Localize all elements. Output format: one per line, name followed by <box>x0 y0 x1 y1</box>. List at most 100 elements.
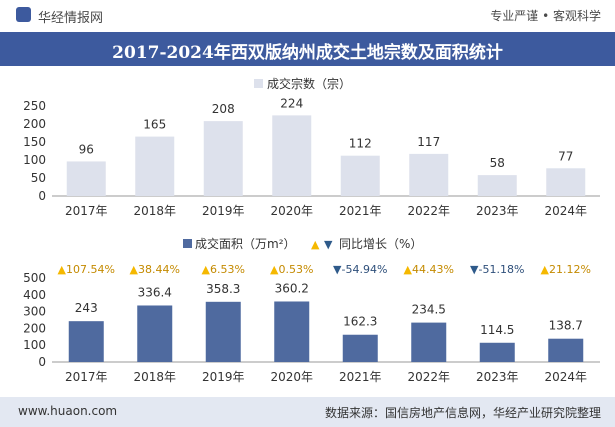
legend-up-marker: ▲ <box>311 238 320 251</box>
bar <box>479 342 515 362</box>
x-tick-label: 2017年 <box>65 370 108 384</box>
data-label: 358.3 <box>206 282 240 296</box>
growth-value: 38.44% <box>138 263 180 276</box>
growth-value: 107.54% <box>66 263 115 276</box>
bar <box>409 153 449 196</box>
growth-value: 0.53% <box>279 263 314 276</box>
data-label: 58 <box>490 156 505 170</box>
x-tick-label: 2023年 <box>476 370 519 384</box>
growth-value: -54.94% <box>342 263 388 276</box>
bar <box>137 305 173 362</box>
y-tick-label: 0 <box>38 355 46 369</box>
growth-label: ▼-54.94% <box>333 263 387 276</box>
count-chart: 成交宗数（宗） 0 50 100 150 200 250 96 2017年 165 2018年 208… <box>23 76 600 218</box>
data-label: 138.7 <box>549 319 583 333</box>
bar <box>66 161 106 196</box>
x-tick-label: 2022年 <box>407 204 450 218</box>
y-tick-label: 500 <box>23 271 46 285</box>
legend-swatch <box>183 239 192 248</box>
footer-source: 数据来源：国信房地产信息网，华经产业研究院整理 <box>324 406 601 420</box>
data-label: 336.4 <box>138 285 172 299</box>
y-tick-label: 0 <box>38 189 46 203</box>
data-label: 208 <box>212 102 235 116</box>
growth-label: ▲21.12% <box>541 263 591 276</box>
x-tick-label: 2018年 <box>133 370 176 384</box>
growth-label: ▲107.54% <box>58 263 115 276</box>
bar <box>272 115 312 196</box>
y-tick-label: 200 <box>23 117 46 131</box>
bar <box>68 321 104 362</box>
title-band <box>0 32 615 66</box>
bar <box>135 136 175 196</box>
x-tick-label: 2024年 <box>544 204 587 218</box>
chart-title: 2017-2024年西双版纳州成交土地宗数及面积统计 <box>112 43 503 63</box>
bar <box>548 338 584 362</box>
tagline: 专业严谨 • 客观科学 <box>490 9 601 23</box>
bar <box>274 301 310 362</box>
data-label: 114.5 <box>480 323 514 337</box>
x-tick-label: 2017年 <box>65 204 108 218</box>
x-tick-label: 2020年 <box>270 370 313 384</box>
x-tick-label: 2023年 <box>476 204 519 218</box>
x-tick-label: 2019年 <box>202 204 245 218</box>
bar <box>477 175 517 196</box>
bar <box>340 155 380 196</box>
down-arrow-icon: ▼ <box>333 263 342 276</box>
y-tick-label: 300 <box>23 305 46 319</box>
x-tick-label: 2024年 <box>544 370 587 384</box>
bar <box>205 301 241 362</box>
data-label: 360.2 <box>275 281 309 295</box>
y-tick-label: 100 <box>23 338 46 352</box>
up-arrow-icon: ▲ <box>404 263 413 276</box>
data-label: 224 <box>280 96 303 110</box>
legend-label: 同比增长（%） <box>339 237 422 251</box>
legend-label: 成交面积（万m²） <box>195 236 296 251</box>
bar <box>203 121 243 196</box>
data-label: 96 <box>79 142 94 156</box>
up-arrow-icon: ▲ <box>202 263 211 276</box>
growth-label: ▲0.53% <box>270 263 313 276</box>
bar <box>546 168 586 196</box>
area-chart: 成交面积（万m²） ▲ ▼ 同比增长（%）▲107.54% ▲38.44% ▲6.53% ▲… <box>23 236 600 384</box>
legend-swatch <box>254 79 263 88</box>
up-arrow-icon: ▲ <box>541 263 550 276</box>
growth-value: 6.53% <box>210 263 245 276</box>
data-label: 162.3 <box>343 315 377 329</box>
y-tick-label: 250 <box>23 99 46 113</box>
up-arrow-icon: ▲ <box>130 263 139 276</box>
footer <box>0 397 615 427</box>
up-arrow-icon: ▲ <box>58 263 67 276</box>
growth-label: ▼-51.18% <box>470 263 524 276</box>
y-tick-label: 400 <box>23 288 46 302</box>
top-bar: 华经情报网 专业严谨 • 客观科学 <box>0 0 615 32</box>
growth-value: 44.43% <box>412 263 454 276</box>
y-tick-label: 200 <box>23 321 46 335</box>
y-tick-label: 50 <box>31 171 46 185</box>
y-tick-label: 100 <box>23 153 46 167</box>
footer-website: www.huaon.com <box>18 404 118 418</box>
bar <box>411 322 447 362</box>
x-tick-label: 2018年 <box>133 204 176 218</box>
x-tick-label: 2021年 <box>339 370 382 384</box>
data-label: 77 <box>558 149 573 163</box>
brand-name: 华经情报网 <box>38 11 104 26</box>
logo-icon <box>16 7 31 22</box>
y-tick-label: 150 <box>23 135 46 149</box>
growth-value: 21.12% <box>549 263 591 276</box>
bar <box>342 334 378 362</box>
legend-label: 成交宗数（宗） <box>267 76 351 91</box>
x-tick-label: 2019年 <box>202 370 245 384</box>
growth-label: ▲44.43% <box>404 263 454 276</box>
x-tick-label: 2020年 <box>270 204 313 218</box>
x-tick-label: 2021年 <box>339 204 382 218</box>
growth-value: -51.18% <box>479 263 525 276</box>
growth-label: ▲6.53% <box>202 263 245 276</box>
up-arrow-icon: ▲ <box>270 263 279 276</box>
data-label: 243 <box>75 301 98 315</box>
data-label: 112 <box>349 137 372 151</box>
x-tick-label: 2022年 <box>407 370 450 384</box>
growth-label: ▲38.44% <box>130 263 180 276</box>
down-arrow-icon: ▼ <box>470 263 479 276</box>
data-label: 165 <box>143 118 166 132</box>
